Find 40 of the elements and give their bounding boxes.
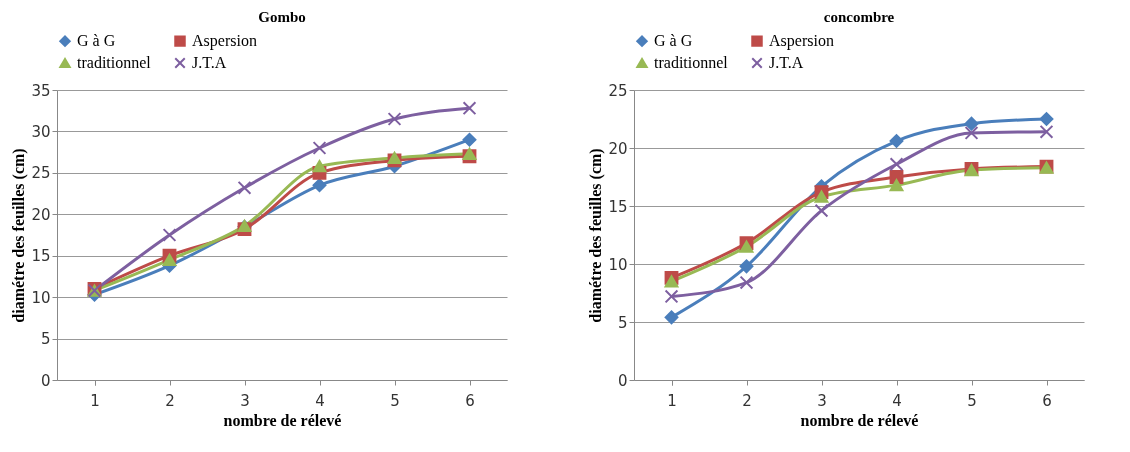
x-tick-label: 6 — [465, 391, 475, 410]
legend-label: traditionnel — [77, 54, 152, 71]
y-tick-label: 35 — [31, 81, 51, 100]
x-tick-label: 6 — [1042, 391, 1052, 410]
legend-label: Aspersion — [769, 32, 834, 51]
y-tick-label: 25 — [31, 164, 51, 183]
x-tick-label: 1 — [667, 391, 677, 410]
x-tick-label: 5 — [967, 391, 977, 410]
legend-label: J.T.A — [192, 54, 227, 71]
x-axis-title: nombre de rélevé — [800, 411, 919, 429]
y-tick-label: 30 — [31, 122, 51, 141]
y-tick-label: 0 — [40, 371, 51, 390]
y-tick-label: 0 — [617, 371, 628, 390]
chart-title: concombre — [823, 9, 895, 25]
legend-label: G à G — [77, 32, 116, 50]
chart-title: Gombo — [258, 9, 306, 25]
x-tick-label: 4 — [315, 391, 325, 410]
y-tick-label: 5 — [617, 313, 628, 332]
x-tick-label: 3 — [817, 391, 827, 410]
y-axis-title: diamétre des feuilles (cm) — [587, 148, 606, 323]
x-tick-label: 1 — [90, 391, 100, 410]
x-axis-title: nombre de rélevé — [223, 411, 342, 429]
y-tick-label: 5 — [40, 330, 51, 349]
y-tick-label: 25 — [608, 81, 628, 100]
y-tick-label: 10 — [608, 255, 628, 274]
y-tick-label: 10 — [31, 288, 51, 307]
x-tick-label: 4 — [892, 391, 902, 410]
y-tick-label: 20 — [608, 139, 628, 158]
legend-label: traditionnel — [654, 54, 729, 71]
legend-label: G à G — [654, 32, 693, 50]
y-tick-label: 20 — [31, 205, 51, 224]
legend-label: Aspersion — [192, 32, 257, 51]
x-tick-label: 2 — [742, 391, 752, 410]
x-tick-label: 2 — [165, 391, 175, 410]
x-tick-label: 5 — [390, 391, 400, 410]
y-tick-label: 15 — [608, 197, 628, 216]
y-axis-title: diamétre des feuilles (cm) — [10, 148, 29, 323]
legend-label: J.T.A — [769, 54, 804, 71]
y-tick-label: 15 — [31, 247, 51, 266]
x-tick-label: 3 — [240, 391, 250, 410]
